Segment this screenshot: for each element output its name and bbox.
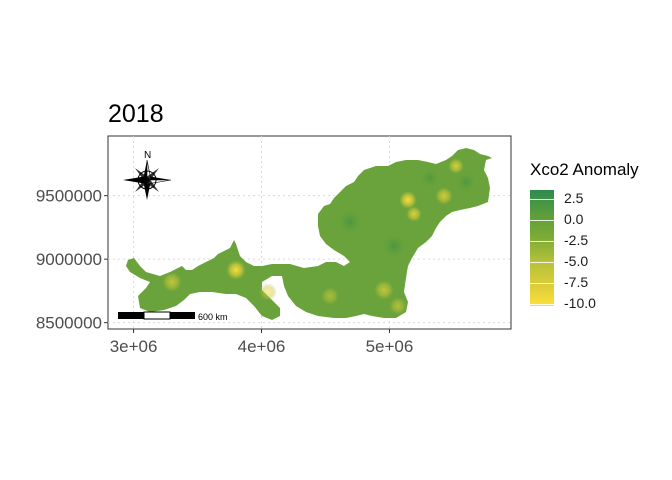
legend-tick — [530, 241, 554, 242]
anomaly-spot — [406, 206, 422, 222]
scale-bar: 600 km — [118, 311, 228, 322]
legend-tick — [530, 199, 554, 200]
anomaly-spot — [389, 297, 407, 315]
legend-label: -10.0 — [564, 295, 596, 311]
anomaly-spot — [259, 283, 277, 301]
north-arrow: N — [123, 150, 172, 200]
anomaly-spot — [420, 168, 440, 188]
legend-tick — [530, 304, 554, 305]
legend-label: -2.5 — [564, 232, 589, 248]
legend-label: 0.0 — [564, 211, 584, 227]
anomaly-spot — [382, 234, 406, 258]
y-tick-label: 9500000 — [36, 187, 102, 206]
legend-tick — [530, 283, 554, 284]
x-tick-label: 5e+06 — [366, 337, 414, 356]
legend-tick — [530, 262, 554, 263]
legend-title: Xco2 Anomaly — [530, 160, 639, 179]
legend-label: -5.0 — [564, 253, 589, 269]
anomaly-spot — [399, 191, 417, 209]
anomaly-spot — [456, 172, 476, 192]
anomaly-spot — [162, 272, 182, 292]
scale-bar-label: 600 km — [198, 312, 228, 322]
anomaly-spot — [321, 287, 339, 305]
legend-colorbar — [530, 190, 554, 306]
legend-tick — [530, 220, 554, 221]
north-arrow-label: N — [144, 150, 151, 161]
chart-title: 2018 — [108, 100, 164, 128]
y-tick-label: 9000000 — [36, 250, 102, 269]
legend-label: -7.5 — [564, 274, 589, 290]
anomaly-spot — [226, 260, 246, 280]
legend-label: 2.5 — [564, 190, 584, 206]
anomaly-spot — [435, 187, 453, 205]
x-tick-label: 4e+06 — [238, 337, 286, 356]
anomaly-spot — [374, 280, 394, 300]
x-tick-label: 3e+06 — [110, 337, 158, 356]
legend: Xco2 Anomaly 2.5 0.0 -2.5 -5.0 -7.5 -10.… — [530, 160, 670, 320]
xco2-anomaly-raster — [126, 148, 492, 320]
anomaly-spot — [338, 210, 362, 234]
anomaly-spot — [448, 158, 464, 174]
y-tick-label: 8500000 — [36, 314, 102, 333]
axes: 3e+06 4e+06 5e+06 8500000 9000000 9500000 — [36, 187, 414, 356]
region-polygon — [126, 148, 492, 320]
